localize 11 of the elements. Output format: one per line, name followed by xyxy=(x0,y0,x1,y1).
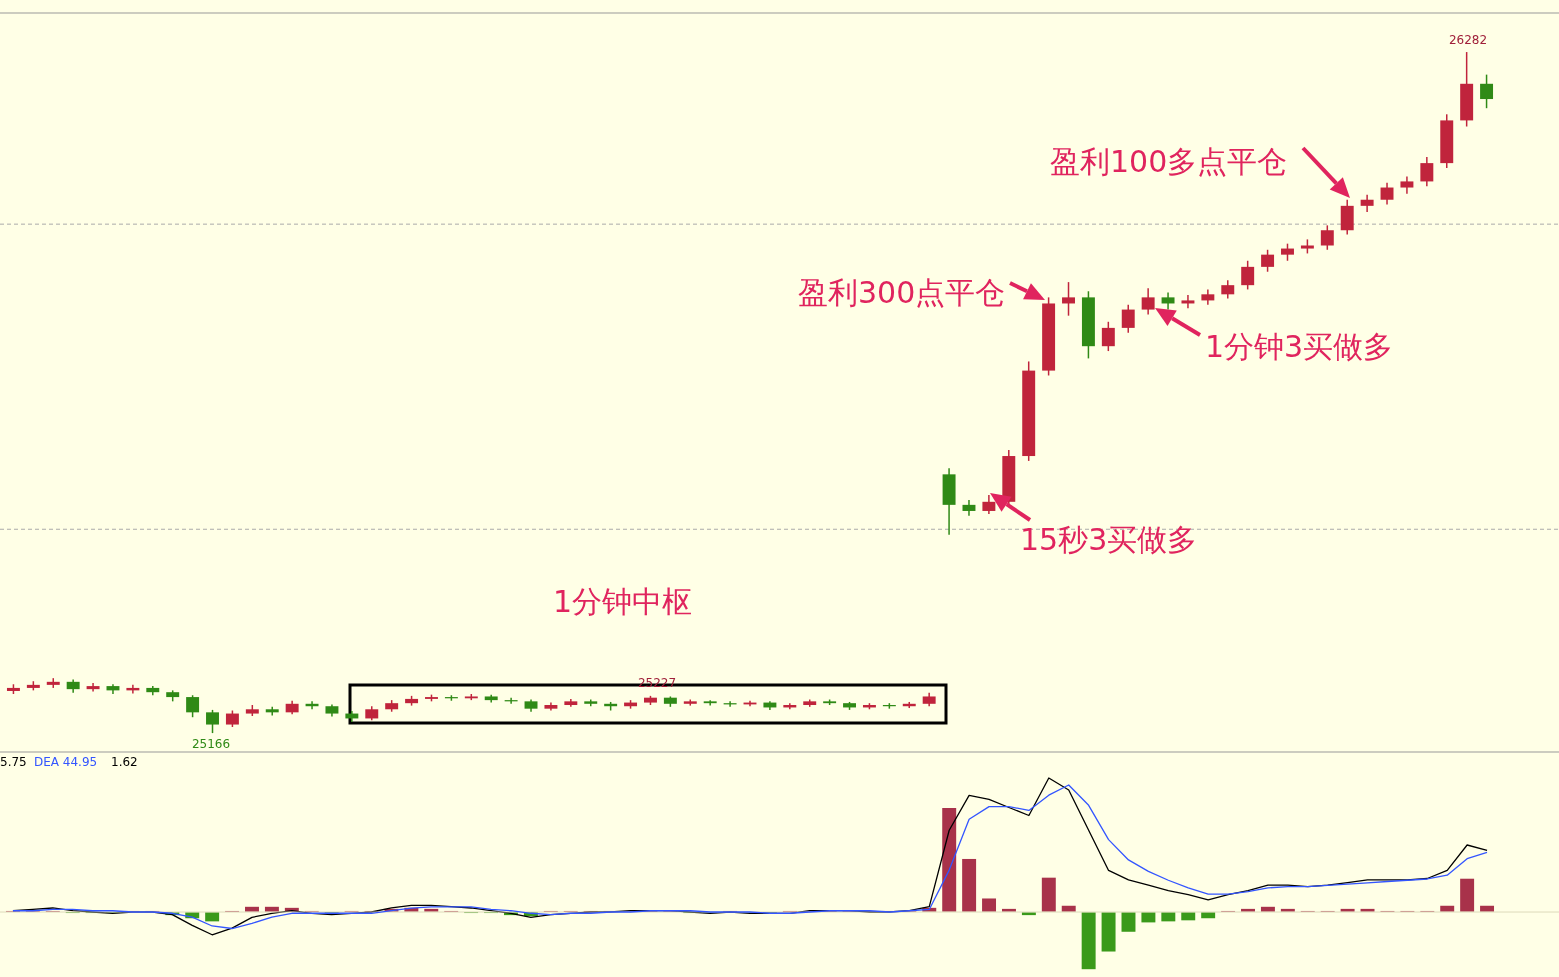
annotation: 盈利300点平仓 xyxy=(798,275,1006,310)
annotation: 盈利100多点平仓 xyxy=(1050,144,1288,179)
annotation: 25227 xyxy=(637,675,677,690)
text: 1.62 xyxy=(111,755,138,769)
annotation: 26282 xyxy=(1448,33,1488,48)
text: DEA 44.95 xyxy=(34,755,98,769)
annotation: 15秒3买做多 xyxy=(1020,522,1198,557)
annotation: 1分钟3买做多 xyxy=(1205,329,1394,364)
text: 5.75 xyxy=(0,755,27,769)
annotation: 25166 xyxy=(191,737,231,752)
annotation: 1分钟中枢 xyxy=(553,584,693,619)
